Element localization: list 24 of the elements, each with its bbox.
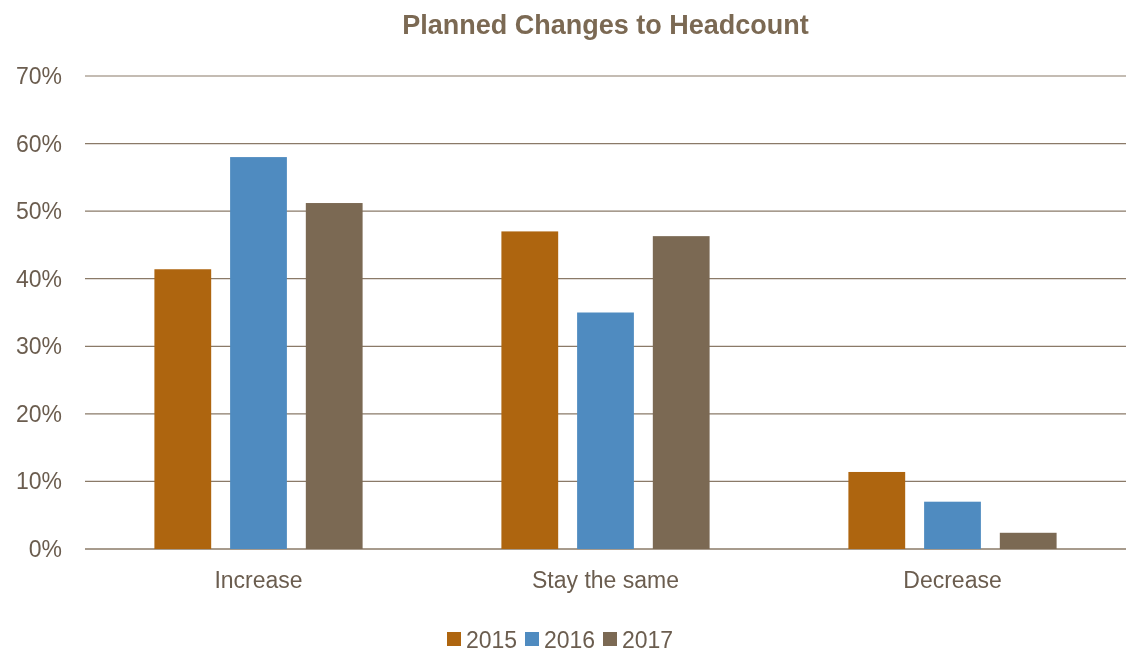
- legend-label: 2016: [544, 627, 596, 653]
- y-tick-label: 20%: [15, 400, 62, 427]
- legend-label: 2015: [466, 627, 518, 653]
- legend-label: 2017: [622, 627, 674, 653]
- bar: [230, 157, 287, 549]
- bar: [305, 203, 363, 549]
- bar: [924, 501, 981, 549]
- bar: [999, 532, 1057, 549]
- y-tick-label: 30%: [15, 333, 62, 360]
- y-tick-label: 70%: [15, 63, 62, 90]
- y-tick-label: 10%: [15, 468, 62, 495]
- bar: [501, 231, 559, 549]
- bar: [652, 236, 710, 549]
- y-tick-label: 60%: [15, 130, 62, 157]
- x-tick-label: Stay the same: [531, 567, 680, 593]
- x-tick-label: Decrease: [903, 567, 1002, 593]
- bar: [577, 312, 634, 549]
- bar: [848, 471, 906, 549]
- y-tick-label: 50%: [15, 198, 62, 225]
- chart-title: Planned Changes to Headcount: [402, 10, 809, 40]
- y-tick-label: 0%: [28, 536, 62, 563]
- bar: [154, 269, 212, 549]
- x-tick-label: Increase: [214, 567, 303, 593]
- y-tick-label: 40%: [15, 265, 62, 292]
